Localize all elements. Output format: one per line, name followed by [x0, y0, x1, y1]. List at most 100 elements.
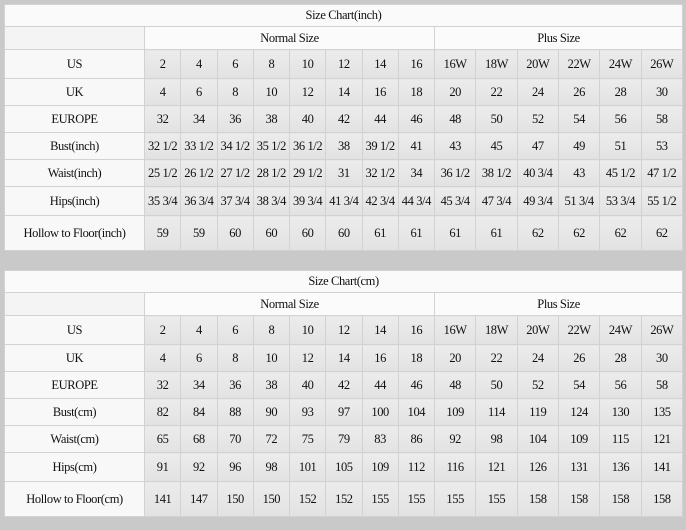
row-label: Bust(cm)	[4, 398, 145, 426]
size-cell: 155	[475, 481, 518, 517]
size-cell: 4	[143, 344, 182, 372]
size-cell: 60	[216, 215, 254, 251]
size-cell: 36	[216, 371, 254, 399]
size-cell: 8	[216, 78, 254, 106]
size-cell: 36 1/2	[433, 159, 477, 187]
size-chart-cm: Size Chart(cm) Normal Size Plus Size US 2 4 6 8…	[3, 270, 684, 517]
size-cell: 158	[599, 481, 642, 517]
size-cell: 12	[288, 344, 327, 372]
size-cell: 38 3/4	[252, 186, 291, 216]
table-row: Bust(cm) 82 84 88 90 93 97 100 104 109 114 119 124 13…	[4, 398, 684, 426]
row-label: Hips(inch)	[4, 186, 145, 216]
size-cell: 35 1/2	[252, 132, 291, 160]
size-cell: 10	[288, 49, 327, 79]
row-label: US	[4, 49, 145, 79]
size-cell: 54	[557, 105, 601, 133]
size-cell: 24W	[599, 315, 642, 345]
size-cell: 14	[361, 49, 399, 79]
size-cell: 20	[433, 78, 477, 106]
size-cell: 18W	[475, 315, 518, 345]
size-cell: 45	[475, 132, 518, 160]
size-cell: 82	[143, 398, 182, 426]
table-row: US 2 4 6 8 10 12 14 16 16W 18W 20W 22W 24W 26W	[4, 315, 684, 345]
size-cell: 52	[516, 371, 559, 399]
size-cell: 141	[143, 481, 182, 517]
table-row: Hollow to Floor(cm) 141 147 150 150 152 152 155…	[4, 481, 684, 517]
size-cell: 79	[325, 425, 363, 453]
size-cell: 40	[288, 105, 327, 133]
size-cell: 126	[516, 452, 559, 482]
size-cell: 59	[143, 215, 182, 251]
size-cell: 34	[180, 105, 218, 133]
size-cell: 158	[557, 481, 601, 517]
size-cell: 109	[361, 452, 399, 482]
size-cell: 62	[599, 215, 642, 251]
size-cell: 48	[433, 371, 477, 399]
size-cell: 27 1/2	[216, 159, 254, 187]
size-cell: 38 1/2	[475, 159, 518, 187]
size-cell: 62	[640, 215, 683, 251]
size-cell: 26W	[640, 315, 684, 345]
size-cell: 35 3/4	[143, 186, 182, 216]
size-cell: 10	[252, 78, 291, 106]
size-cell: 62	[557, 215, 601, 251]
size-cell: 49 3/4	[516, 186, 559, 216]
size-cell: 65	[143, 425, 182, 453]
corner-cell	[4, 292, 145, 316]
size-cell: 44 3/4	[397, 186, 436, 216]
size-cell: 2	[143, 49, 182, 79]
size-cell: 135	[640, 398, 684, 426]
group-row: Normal Size Plus Size	[4, 292, 684, 316]
table-row: Hips(cm) 91 92 96 98 101 105 109 112 116 121 126 131…	[4, 452, 684, 482]
size-cell: 20W	[516, 315, 559, 345]
size-chart-inch: Size Chart(inch) Normal Size Plus Size US 2 4…	[4, 4, 683, 251]
size-cell: 16	[361, 78, 399, 106]
size-cell: 14	[325, 344, 363, 372]
corner-cell	[4, 26, 145, 50]
row-label: Bust(inch)	[4, 132, 145, 160]
size-cell: 136	[599, 452, 642, 482]
row-label: Waist(cm)	[4, 425, 145, 453]
size-cell: 131	[557, 452, 601, 482]
size-cell: 91	[143, 452, 182, 482]
row-label: UK	[4, 78, 145, 106]
size-cell: 41	[397, 132, 436, 160]
size-cell: 98	[475, 425, 518, 453]
size-cell: 150	[252, 481, 291, 517]
size-cell: 52	[516, 105, 559, 133]
size-cell: 100	[361, 398, 399, 426]
size-cell: 37 3/4	[216, 186, 254, 216]
table-row: Waist(cm) 65 68 70 72 75 79 83 86 92 98 104 109 115 12…	[4, 425, 684, 453]
size-cell: 6	[180, 344, 218, 372]
size-cell: 115	[599, 425, 642, 453]
size-cell: 36	[216, 105, 254, 133]
size-cell: 47	[516, 132, 559, 160]
size-cell: 6	[180, 78, 218, 106]
size-cell: 42	[325, 105, 363, 133]
size-cell: 56	[599, 105, 642, 133]
table-row: Hollow to Floor(inch) 59 59 60 60 60 60 61 61 61 6…	[4, 215, 683, 251]
size-cell: 12	[325, 49, 363, 79]
size-cell: 97	[325, 398, 363, 426]
size-cell: 20	[433, 344, 477, 372]
size-cell: 62	[516, 215, 559, 251]
size-cell: 42 3/4	[361, 186, 399, 216]
size-cell: 28 1/2	[252, 159, 291, 187]
size-cell: 48	[433, 105, 477, 133]
table-row: UK 4 6 8 10 12 14 16 18 20 22 24 26 28 30	[4, 78, 683, 106]
size-cell: 58	[640, 371, 684, 399]
group-header-plus: Plus Size	[434, 26, 683, 50]
size-cell: 155	[433, 481, 477, 517]
size-cell: 55 1/2	[640, 186, 683, 216]
size-cell: 16	[361, 344, 399, 372]
size-cell: 28	[599, 344, 642, 372]
row-label: US	[4, 315, 145, 345]
size-cell: 53	[640, 132, 683, 160]
size-cell: 26W	[640, 49, 683, 79]
size-cell: 54	[557, 371, 601, 399]
table-row: UK 4 6 8 10 12 14 16 18 20 22 24 26 28 30	[4, 344, 684, 372]
size-cell: 104	[397, 398, 436, 426]
size-cell: 75	[288, 425, 327, 453]
table-row: EUROPE 32 34 36 38 40 42 44 46 48 50 52 54 56 58	[4, 105, 683, 133]
group-header-plus: Plus Size	[433, 292, 684, 316]
